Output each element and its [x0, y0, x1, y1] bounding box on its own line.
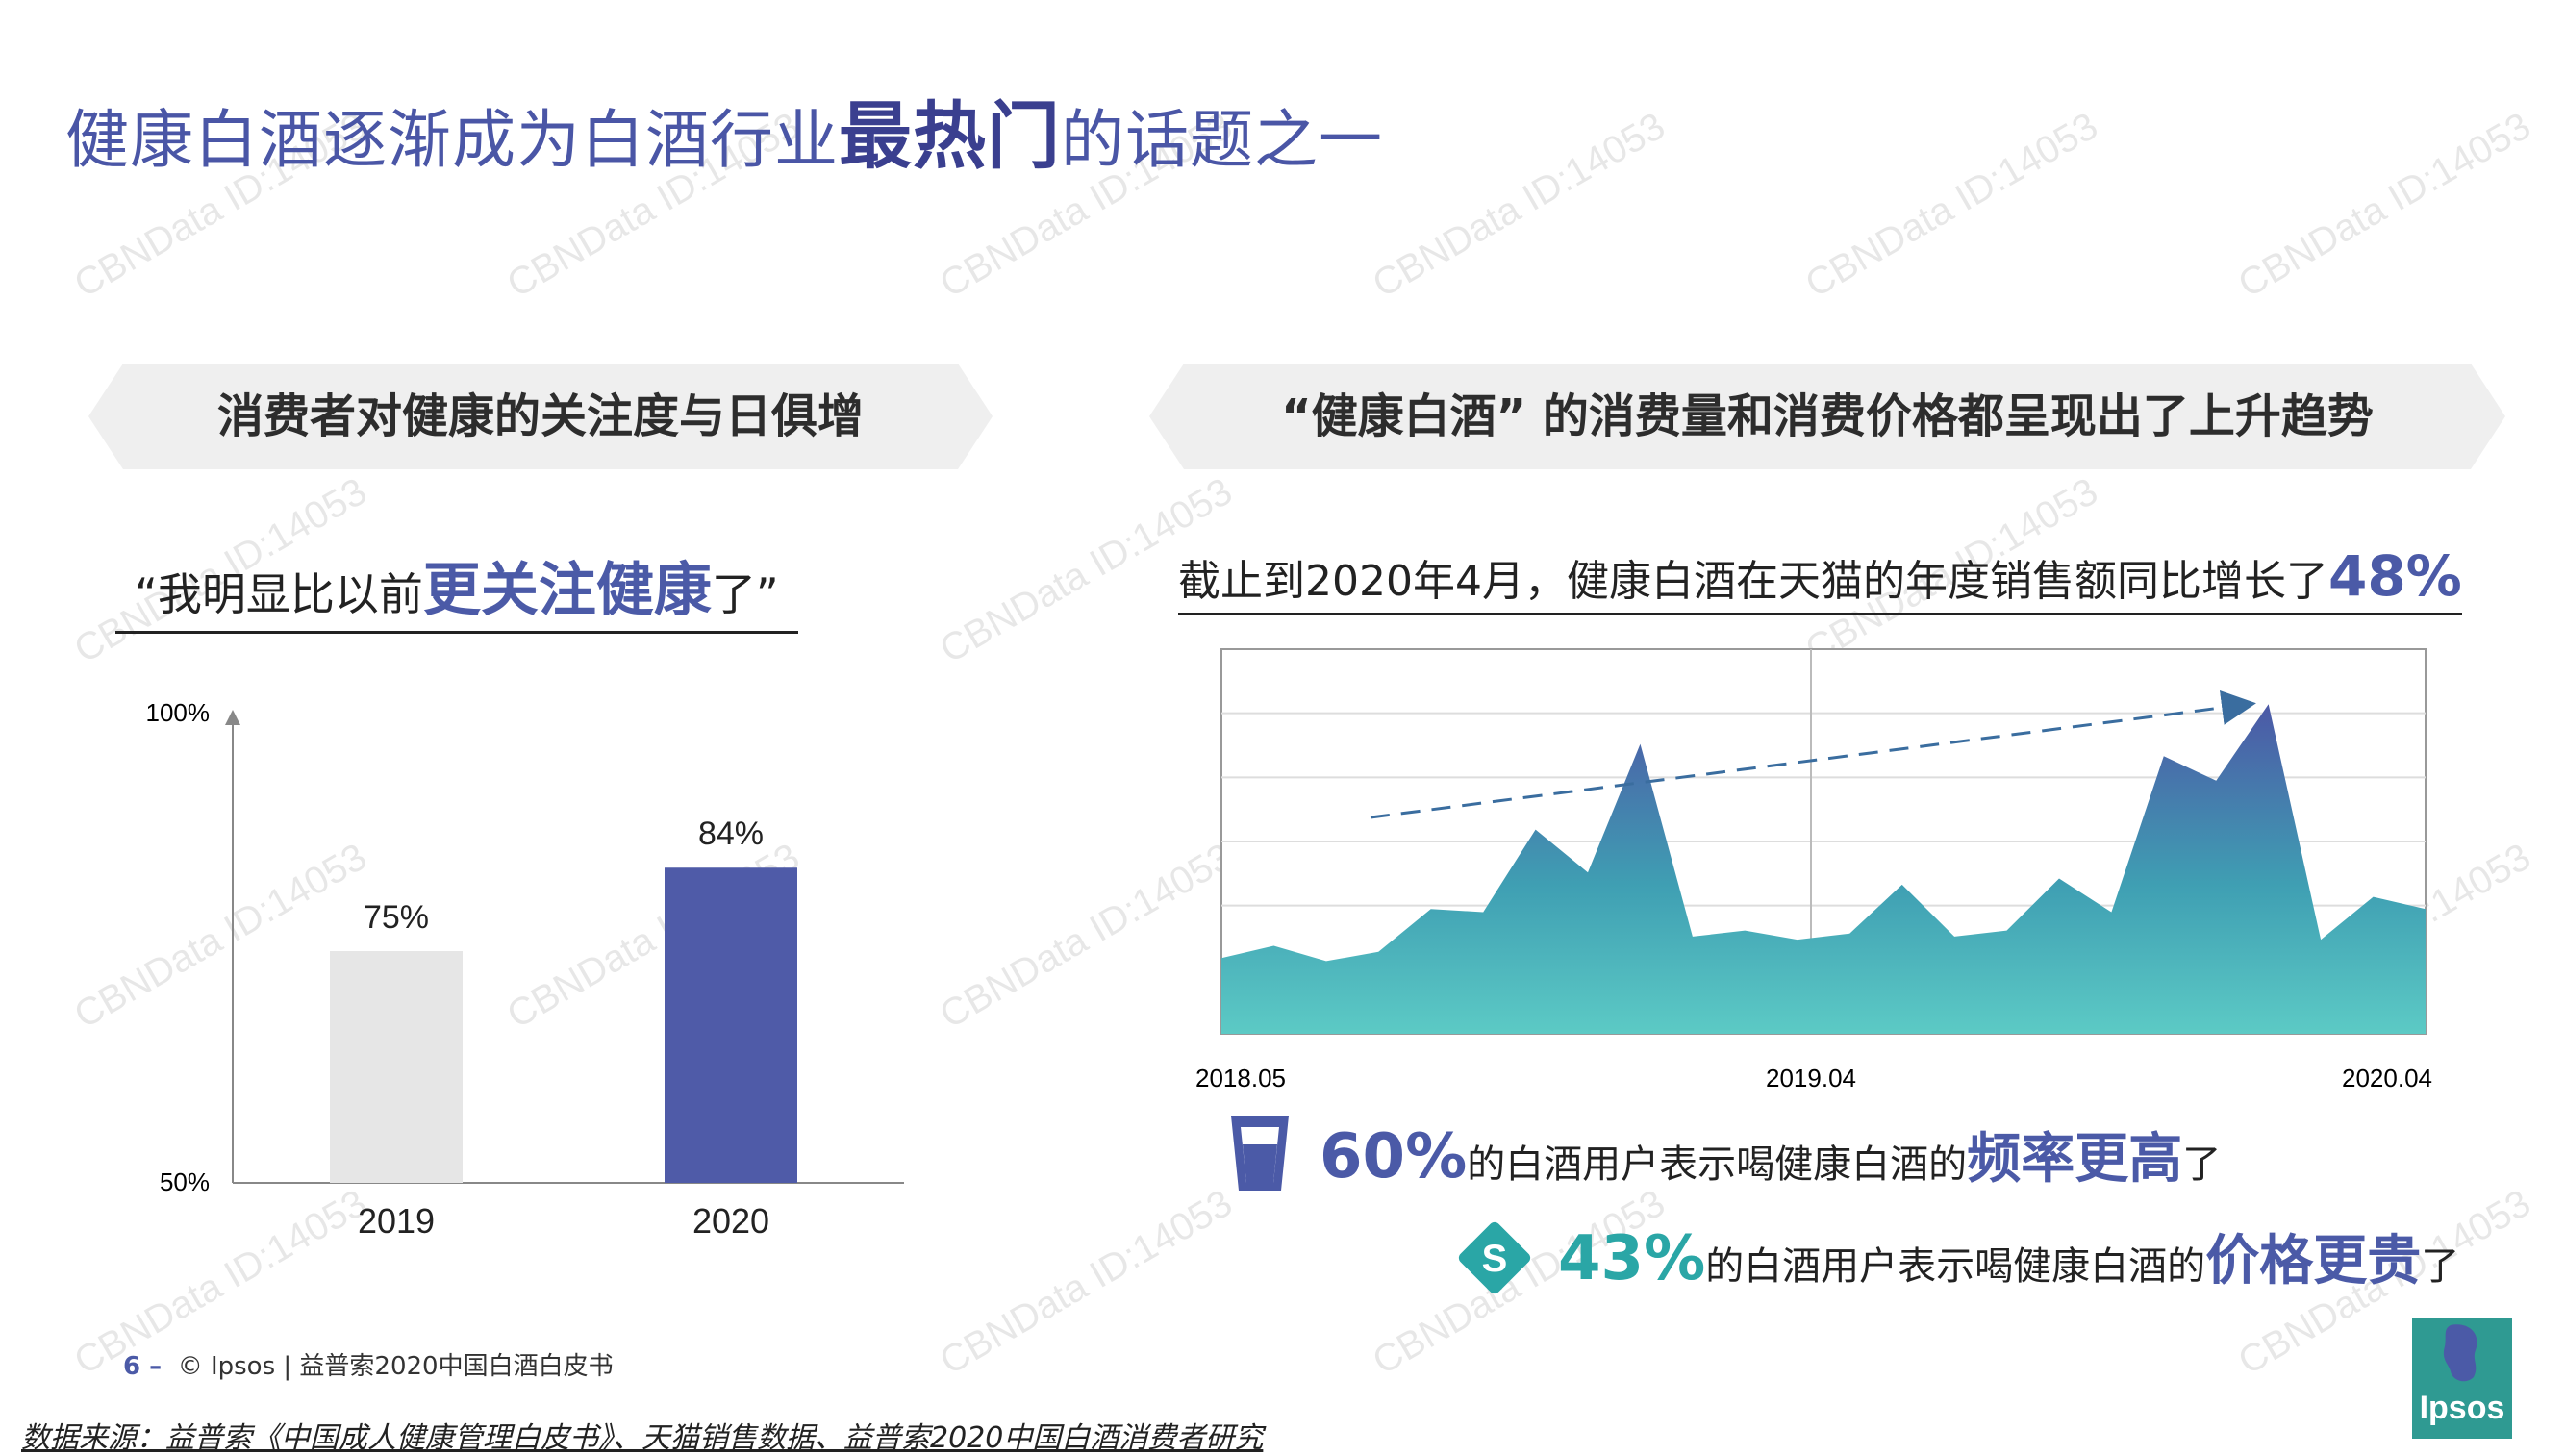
tmall-sales-area-chart: 2018.05 2019.04 2020.04 — [1195, 648, 2432, 1092]
stat-frequency-highlight: 频率更高 — [1967, 1128, 2183, 1191]
stat-frequency: 60%的白酒用户表示喝健康白酒的频率更高了 — [1320, 1116, 2221, 1193]
stat-frequency-post: 了 — [2182, 1142, 2222, 1187]
logo-mark-icon — [2443, 1324, 2477, 1382]
stat-price: 43%的白酒用户表示喝健康白酒的价格更贵了 — [1558, 1218, 2459, 1295]
consumer-quote: “我明显比以前更关注健康了” — [115, 543, 798, 634]
logo-text: Ipsos — [2419, 1390, 2505, 1426]
footer: 6 – © Ipsos | 益普索2020中国白酒白皮书 — [123, 1346, 614, 1382]
trend-caption-highlight: 48% — [2327, 543, 2462, 609]
area-xtick-start: 2018.05 — [1195, 1064, 1286, 1092]
bar-chart-y-axis-arrow — [225, 710, 240, 725]
trend-arrow — [1370, 690, 2256, 819]
page-title: 健康白酒逐渐成为白酒行业最热门的话题之一 — [65, 77, 1383, 183]
quote-pre: “我明显比以前 — [135, 568, 423, 620]
area-xtick-end: 2020.04 — [2342, 1064, 2432, 1092]
trend-caption: 截止到2020年4月，健康白酒在天猫的年度销售额同比增长了48% — [1178, 543, 2462, 615]
data-source: 数据来源：益普索《中国成人健康管理白皮书》、天猫销售数据、益普索2020中国白酒… — [21, 1421, 1264, 1455]
quote-highlight: 更关注健康 — [422, 557, 712, 624]
left-banner: 消费者对健康的关注度与日俱增 — [88, 364, 993, 469]
area-xtick-mid: 2019.04 — [1766, 1064, 1856, 1092]
stat-price-pre: 的白酒用户表示喝健康白酒的 — [1705, 1244, 2206, 1289]
bar-2020-value-label: 84% — [698, 816, 764, 852]
watermark: CBNData ID:14053 — [933, 1181, 1240, 1384]
bar-2019-value-label: 75% — [364, 899, 429, 936]
watermark: CBNData ID:14053 — [1798, 104, 2105, 307]
footer-text: © Ipsos | 益普索2020中国白酒白皮书 — [177, 1352, 614, 1381]
bar-chart-ytick-top: 100% — [146, 698, 211, 727]
stat-price-highlight: 价格更贵 — [2205, 1230, 2422, 1293]
trend-caption-pre: 截止到2020年4月，健康白酒在天猫的年度销售额同比增长了 — [1178, 557, 2328, 606]
quote-post: 了” — [711, 568, 779, 620]
bar-chart-ytick-bottom: 50% — [160, 1167, 210, 1196]
title-pre: 健康白酒逐渐成为白酒行业 — [65, 103, 839, 177]
bar-2020 — [665, 867, 797, 1183]
right-banner-text: “健康白酒” 的消费量和消费价格都呈现出了上升趋势 — [1281, 389, 2374, 443]
title-post: 的话题之一 — [1061, 103, 1383, 177]
title-highlight: 最热门 — [839, 93, 1061, 179]
price-tag-icon: S — [1458, 1221, 1531, 1294]
bar-2019-category-label: 2019 — [358, 1201, 435, 1241]
bar-2019 — [330, 951, 463, 1183]
page-number: 6 – — [123, 1352, 163, 1381]
right-banner: “健康白酒” 的消费量和消费价格都呈现出了上升趋势 — [1149, 364, 2505, 469]
watermark: CBNData ID:14053 — [1366, 104, 1672, 307]
bar-2020-category-label: 2020 — [692, 1201, 769, 1241]
stat-price-post: 了 — [2421, 1244, 2460, 1289]
area-series — [1221, 704, 2426, 1034]
stat-price-pct: 43% — [1558, 1223, 1706, 1294]
left-banner-text: 消费者对健康的关注度与日俱增 — [216, 389, 864, 443]
stat-frequency-pre: 的白酒用户表示喝健康白酒的 — [1467, 1142, 1968, 1187]
stat-frequency-pct: 60% — [1320, 1121, 1468, 1192]
health-attention-bar-chart: 100% 50% 75% 84% 2019 2020 — [146, 698, 904, 1241]
watermark: CBNData ID:14053 — [2231, 104, 2538, 307]
svg-text:S: S — [1482, 1238, 1508, 1280]
cup-icon — [1231, 1116, 1289, 1191]
ipsos-logo: Ipsos — [2412, 1318, 2512, 1439]
